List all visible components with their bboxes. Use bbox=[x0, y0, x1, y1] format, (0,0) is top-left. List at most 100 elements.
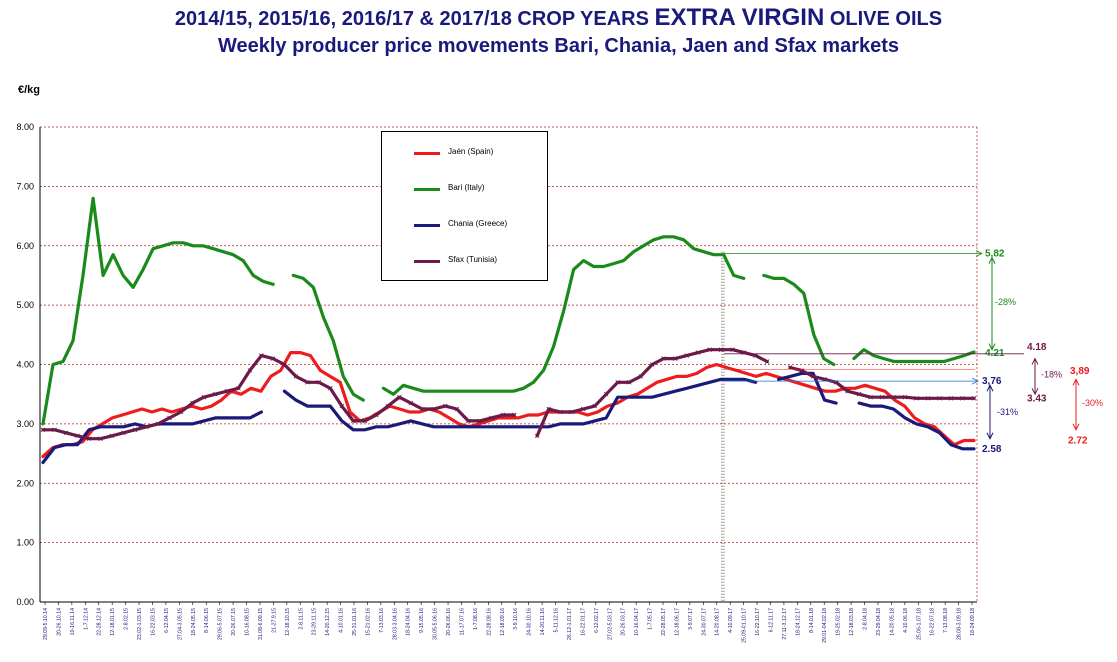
series-marker bbox=[454, 406, 460, 412]
x-tick-label: 6-12.04.15 bbox=[164, 608, 170, 633]
x-tick-label: 27.02-5.03.17 bbox=[607, 608, 613, 640]
legend-swatch bbox=[414, 224, 440, 227]
y-tick-label: 4.00 bbox=[16, 360, 34, 370]
chania-end-label: 2.58 bbox=[982, 444, 1002, 455]
series-marker bbox=[167, 415, 172, 421]
chania-change-arrow-head bbox=[986, 384, 994, 392]
chart-title: 2014/15, 2015/16, 2016/17 & 2017/18 CROP… bbox=[0, 4, 1117, 32]
x-tick-label: 5-11.12.16 bbox=[554, 608, 560, 633]
x-tick-label: 20-26.10.14 bbox=[56, 608, 62, 636]
jaen-start-label: 3,89 bbox=[1070, 366, 1090, 377]
series-marker bbox=[86, 436, 92, 442]
x-tick-label: 25-31.01.16 bbox=[352, 608, 358, 636]
series-marker bbox=[902, 394, 908, 400]
series-marker bbox=[684, 353, 689, 358]
x-tick-label: 19-25.02.18 bbox=[836, 608, 842, 636]
x-tick-label: 2-8.11.15 bbox=[298, 608, 304, 630]
series-marker bbox=[810, 374, 816, 379]
legend-swatch bbox=[414, 188, 440, 191]
series-marker bbox=[925, 396, 931, 401]
x-tick-label: 6-12.02.17 bbox=[594, 608, 600, 633]
x-tick-label: 14-20.11.16 bbox=[540, 608, 546, 635]
x-tick-label: 24-30.10.16 bbox=[527, 608, 533, 636]
bari-change-arrow-head bbox=[988, 343, 996, 351]
series-marker bbox=[500, 412, 506, 418]
x-tick-label: 2-8.04.18 bbox=[863, 608, 869, 630]
series-marker bbox=[109, 433, 115, 439]
x-tick-label: 10-16.04.17 bbox=[634, 608, 640, 636]
series-marker bbox=[316, 380, 322, 385]
series-marker bbox=[891, 394, 896, 400]
x-tick-label: 20-26.06.16 bbox=[446, 608, 452, 636]
series-marker bbox=[879, 394, 885, 400]
series-marker bbox=[408, 400, 414, 406]
series-marker bbox=[615, 380, 620, 385]
x-tick-label: 12-18.01.15 bbox=[110, 608, 116, 636]
x-tick-label: 1-7.05.17 bbox=[648, 608, 654, 630]
x-tick-label: 27.04-3.05.15 bbox=[177, 608, 183, 640]
y-axis-unit: €/kg bbox=[18, 84, 41, 96]
series-marker bbox=[718, 347, 724, 352]
series-marker bbox=[63, 430, 69, 436]
x-tick-label: 28.08-3.09.18 bbox=[957, 608, 963, 640]
x-tick-label: 2-8.02.15 bbox=[124, 608, 130, 630]
series-marker bbox=[580, 406, 586, 412]
x-tick-label: 20-26.03.17 bbox=[621, 608, 627, 636]
jaen-end-label: 2.72 bbox=[1068, 436, 1088, 447]
series-marker bbox=[190, 400, 195, 406]
series-marker bbox=[431, 406, 437, 412]
legend-swatch bbox=[414, 152, 440, 155]
y-tick-label: 2.00 bbox=[16, 478, 34, 488]
x-tick-label: 29.01-04.02.18 bbox=[822, 608, 828, 643]
series-marker bbox=[465, 418, 471, 424]
x-tick-label: 12-18.10.15 bbox=[285, 608, 291, 636]
x-tick-label: 28.03-3.04.16 bbox=[392, 608, 398, 640]
x-tick-label: 7-13.03.16 bbox=[379, 608, 385, 633]
sfax-start-label: 4.18 bbox=[1027, 342, 1047, 353]
series-marker bbox=[374, 412, 379, 418]
series-marker bbox=[960, 396, 965, 401]
series-line-0 bbox=[41, 351, 976, 459]
series-marker bbox=[155, 421, 161, 427]
x-tick-label: 24-30.07.17 bbox=[701, 608, 707, 636]
x-tick-label: 27.11-3.12.17 bbox=[782, 608, 788, 640]
x-tick-label: 14-20.08.17 bbox=[715, 608, 721, 636]
series-marker bbox=[845, 388, 850, 394]
series-marker bbox=[707, 347, 712, 352]
chart-subtitle: Weekly producer price movements Bari, Ch… bbox=[217, 35, 899, 57]
x-tick-label: 3-9.07.17 bbox=[688, 608, 694, 630]
x-tick-label: 4-10.09.17 bbox=[728, 608, 734, 633]
x-tick-label: 23-29.04.18 bbox=[876, 608, 882, 636]
series-marker bbox=[351, 418, 356, 424]
series-marker bbox=[638, 374, 643, 379]
x-tick-label: 29.09-5.10.14 bbox=[43, 608, 49, 640]
series-marker bbox=[224, 388, 230, 394]
x-tick-label: 20-26.07.15 bbox=[231, 608, 237, 636]
x-tick-label: 16-22.10.17 bbox=[755, 608, 761, 636]
series-marker bbox=[764, 359, 770, 364]
series-marker bbox=[443, 403, 448, 409]
x-tick-label: 12-18.09.16 bbox=[500, 608, 506, 636]
series-marker bbox=[477, 418, 483, 424]
series-marker bbox=[672, 356, 678, 361]
x-tick-label: 10-16.11.14 bbox=[70, 608, 76, 635]
series-marker bbox=[420, 406, 425, 412]
series-marker bbox=[730, 347, 735, 352]
series-marker bbox=[971, 396, 977, 401]
chania-change-label: -31% bbox=[997, 407, 1018, 417]
series-marker bbox=[52, 427, 57, 433]
chania-start-label: 3,76 bbox=[982, 376, 1002, 387]
legend-label: Chania (Greece) bbox=[448, 219, 508, 228]
series-marker bbox=[339, 403, 345, 409]
x-tick-label: 25.06-1.07.18 bbox=[916, 608, 922, 640]
series-marker bbox=[603, 391, 609, 397]
x-tick-label: 12-18.06.17 bbox=[674, 608, 680, 636]
title-emphasis: EXTRA VIRGIN bbox=[654, 4, 825, 31]
series-marker bbox=[856, 391, 862, 397]
x-tick-label: 14-20.05.18 bbox=[889, 608, 895, 636]
series-marker bbox=[649, 362, 655, 367]
series-marker bbox=[753, 353, 758, 358]
chania-start-arrow bbox=[971, 377, 979, 385]
jaen-change-arrow-head bbox=[1072, 423, 1080, 431]
